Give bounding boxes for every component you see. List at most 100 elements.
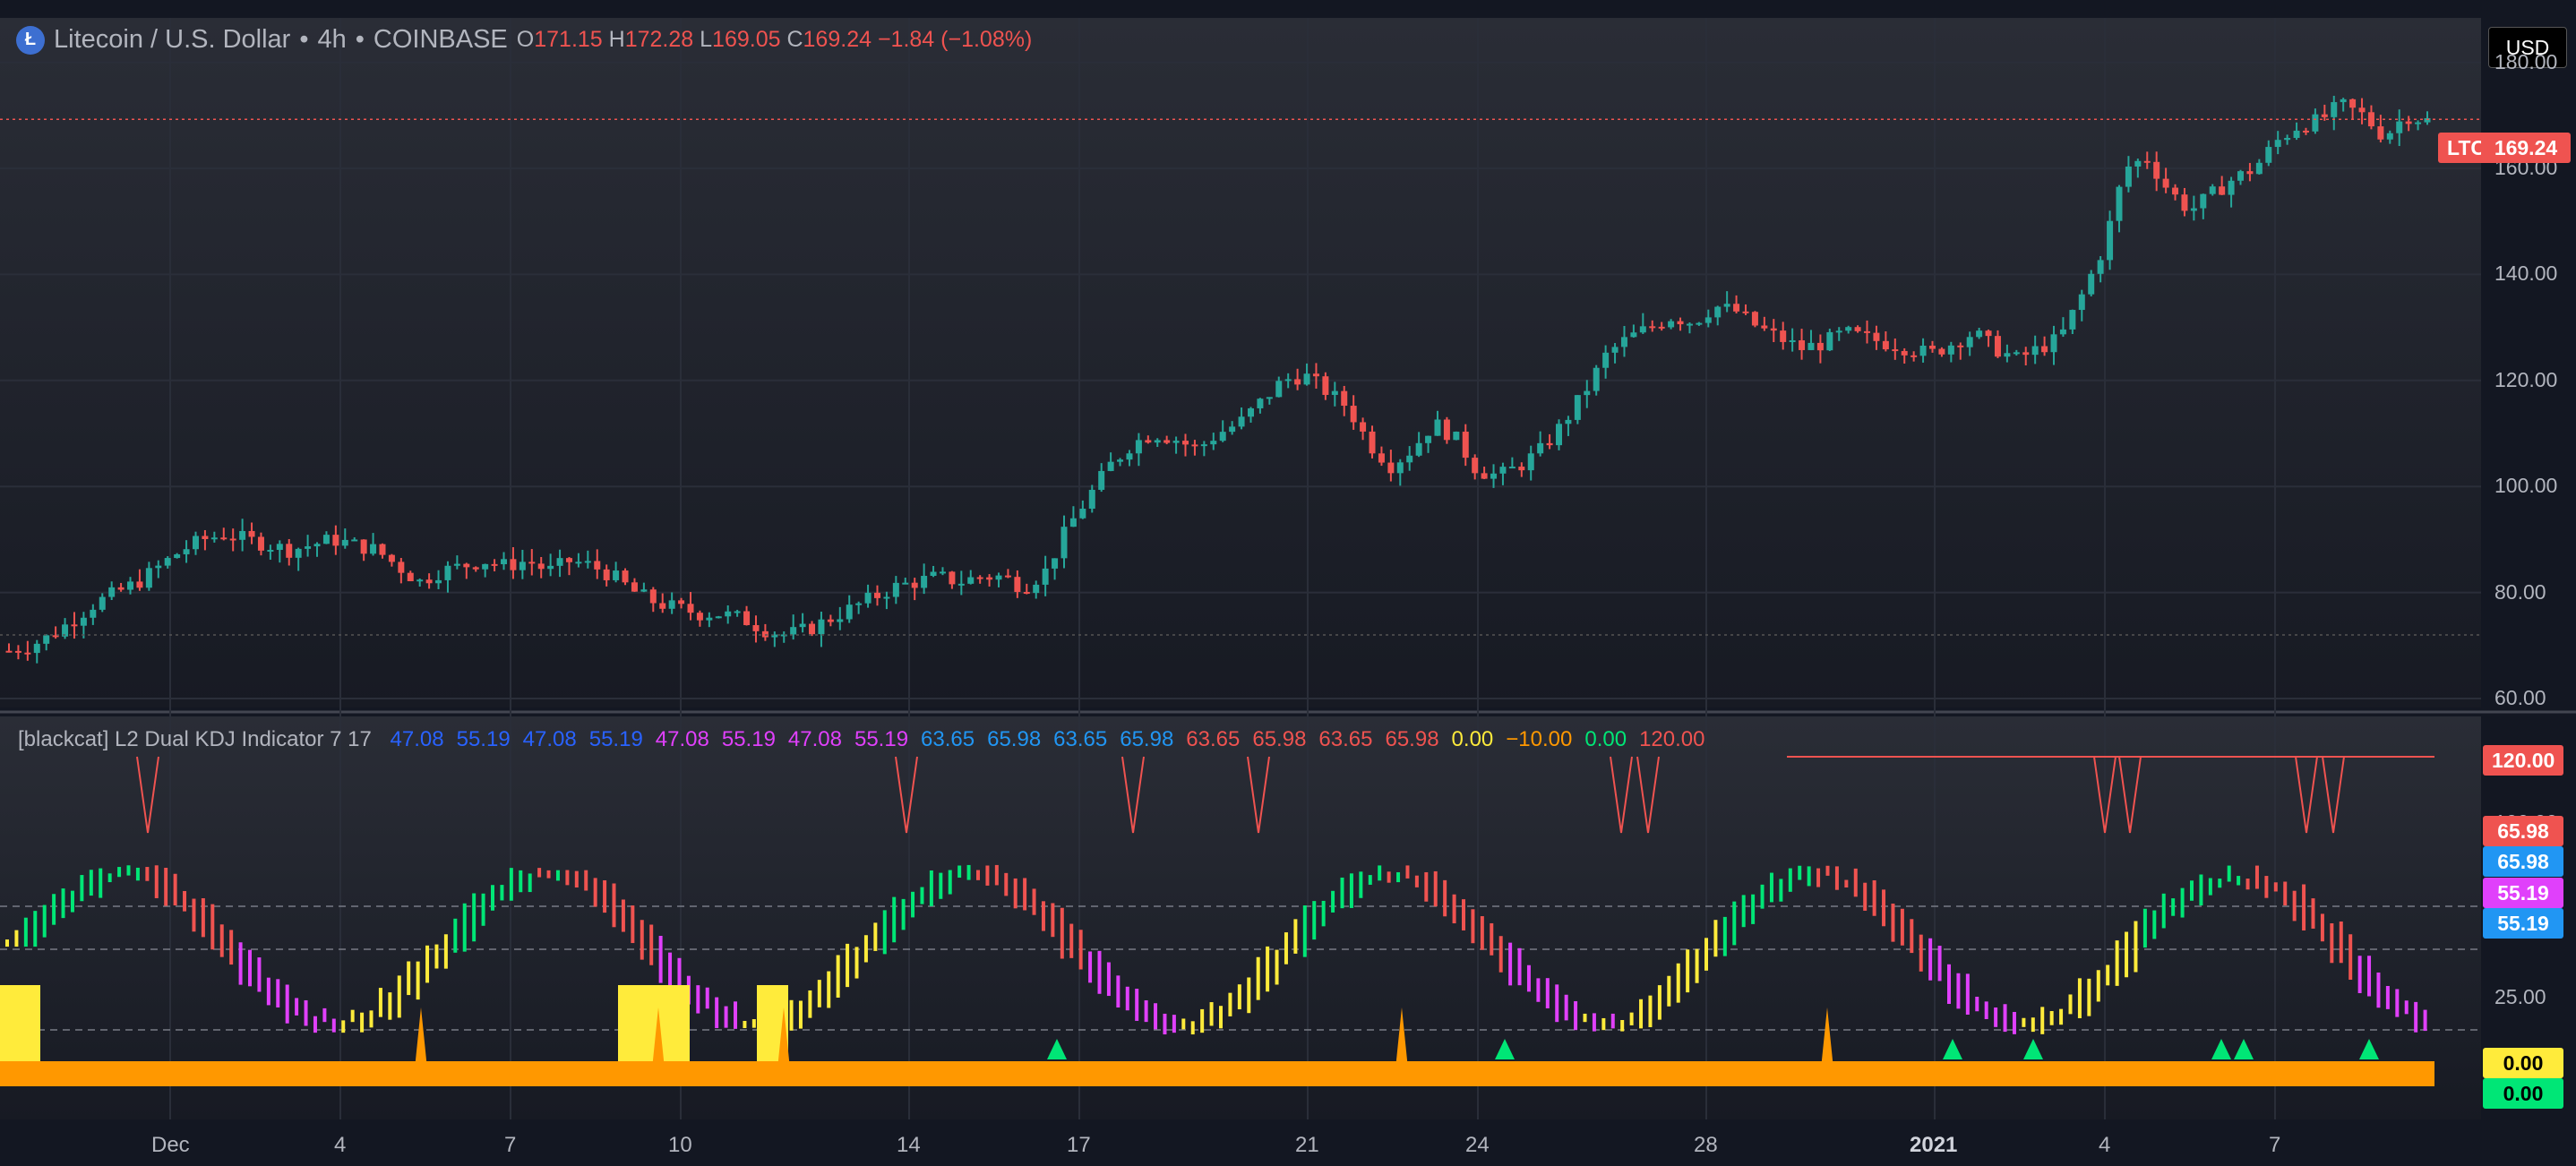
currency-button[interactable]: USD bbox=[2488, 27, 2567, 68]
symbol-title: Litecoin / U.S. Dollar bbox=[54, 25, 291, 54]
indicator-value: 55.19 bbox=[456, 727, 511, 751]
candle-body bbox=[379, 544, 386, 555]
time-axis-label: 7 bbox=[504, 1133, 517, 1157]
indicator-pane bbox=[0, 716, 2481, 1119]
candle-body bbox=[1854, 327, 1861, 331]
candle-body bbox=[2059, 329, 2066, 335]
candle-body bbox=[360, 539, 367, 554]
candle-body bbox=[911, 582, 918, 588]
candle-body bbox=[491, 563, 498, 566]
candle-body bbox=[322, 535, 330, 544]
candle-body bbox=[1052, 558, 1059, 569]
candle-body bbox=[2190, 208, 2197, 211]
candle-body bbox=[1799, 340, 1806, 350]
candle-body bbox=[202, 536, 209, 539]
candle-body bbox=[2134, 160, 2142, 167]
indicator-value: 63.65 bbox=[921, 727, 975, 751]
candle-body bbox=[5, 650, 13, 653]
candle-body bbox=[622, 570, 629, 583]
candle-body bbox=[725, 611, 732, 617]
candle-body bbox=[1303, 373, 1310, 385]
candle-body bbox=[444, 565, 451, 580]
candle-body bbox=[1892, 349, 1899, 352]
candle-body bbox=[2078, 294, 2085, 311]
candle-body bbox=[1537, 442, 1544, 454]
litecoin-icon: Ł bbox=[16, 25, 45, 55]
candle-body bbox=[2209, 186, 2216, 194]
candle-body bbox=[799, 623, 806, 628]
candle-body bbox=[117, 587, 125, 590]
candle-body bbox=[668, 600, 675, 609]
candle-body bbox=[1864, 330, 1871, 333]
candle-body bbox=[1723, 304, 1730, 307]
candle-body bbox=[1350, 406, 1357, 423]
candle-body bbox=[1275, 381, 1283, 398]
candle-body bbox=[1210, 441, 1217, 445]
indicator-dip-mark bbox=[1121, 756, 1145, 834]
interval: 4h bbox=[317, 25, 347, 54]
indicator-green-triangle bbox=[1495, 1039, 1515, 1059]
candle-body bbox=[921, 576, 928, 588]
candle-body bbox=[771, 634, 778, 638]
candle-body bbox=[1145, 440, 1152, 443]
candle-body bbox=[706, 617, 713, 621]
candle-body bbox=[2265, 147, 2272, 163]
candle-body bbox=[2172, 187, 2179, 195]
indicator-green-triangle bbox=[1943, 1039, 1962, 1059]
candle-body bbox=[2331, 102, 2338, 117]
candle-body bbox=[2302, 130, 2309, 133]
indicator-green-triangle bbox=[2359, 1039, 2379, 1059]
candle-body bbox=[1443, 419, 1450, 441]
candle-body bbox=[930, 571, 937, 577]
candle-body bbox=[2396, 121, 2403, 133]
candle-body bbox=[90, 609, 97, 618]
candle-body bbox=[99, 596, 106, 610]
candle-body bbox=[136, 581, 143, 588]
time-axis-label: 4 bbox=[334, 1133, 347, 1157]
indicator-legend[interactable]: [blackcat] L2 Dual KDJ Indicator 7 17 47… bbox=[18, 727, 1730, 752]
candle-body bbox=[575, 562, 582, 564]
candle-body bbox=[2228, 180, 2235, 195]
candle-body bbox=[183, 549, 190, 554]
price-axis-label: 60.00 bbox=[2494, 686, 2546, 709]
candle-body bbox=[1835, 330, 1842, 333]
candle-body bbox=[351, 539, 358, 542]
time-axis-label: 28 bbox=[1694, 1133, 1718, 1157]
candle-body bbox=[1294, 379, 1301, 385]
candle-body bbox=[1406, 455, 1413, 463]
indicator-value: 55.19 bbox=[721, 727, 776, 751]
candle-body bbox=[1415, 442, 1422, 456]
price-axis-label: 180.00 bbox=[2494, 49, 2558, 73]
candle-body bbox=[967, 577, 975, 584]
candle-body bbox=[1312, 373, 1319, 377]
candle-body bbox=[2125, 166, 2132, 187]
candle-body bbox=[1472, 458, 1479, 474]
candle-body bbox=[2377, 126, 2384, 140]
candle-body bbox=[1182, 441, 1189, 445]
candle-body bbox=[370, 544, 377, 554]
candle-body bbox=[696, 613, 703, 621]
candle-body bbox=[14, 650, 21, 653]
indicator-value: 65.98 bbox=[1385, 727, 1439, 751]
candle-body bbox=[127, 581, 134, 590]
candle-body bbox=[164, 558, 171, 566]
candle-body bbox=[537, 563, 545, 570]
candle-body bbox=[2284, 137, 2291, 141]
candle-body bbox=[986, 577, 993, 580]
indicator-value: 120.00 bbox=[1639, 727, 1705, 751]
candle-body bbox=[1322, 376, 1329, 395]
candle-body bbox=[1341, 390, 1348, 407]
candle-body bbox=[482, 563, 489, 570]
symbol-legend[interactable]: Ł Litecoin / U.S. Dollar • 4h • COINBASE… bbox=[16, 25, 1032, 55]
candle-body bbox=[1976, 330, 1983, 338]
candle-body bbox=[2321, 114, 2328, 117]
candle-body bbox=[108, 587, 116, 597]
indicator-value: 55.19 bbox=[854, 727, 909, 751]
candle-body bbox=[2340, 99, 2347, 103]
candle-body bbox=[1387, 462, 1395, 474]
candle-body bbox=[939, 571, 946, 574]
indicator-axis-label: 25.00 bbox=[2494, 985, 2546, 1008]
candle-body bbox=[1107, 461, 1114, 471]
